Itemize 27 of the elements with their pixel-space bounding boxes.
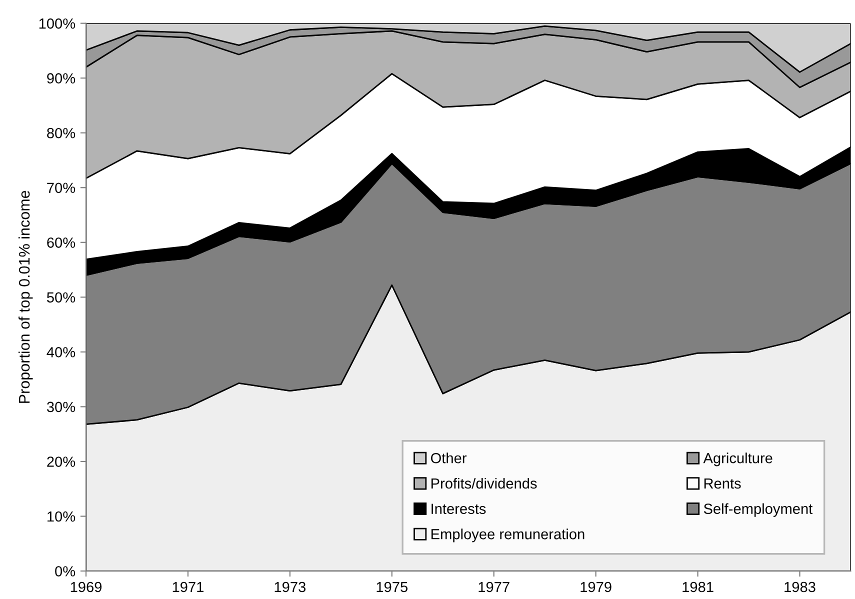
- y-tick-label: 60%: [47, 237, 76, 248]
- x-tick-label: 1973: [274, 582, 306, 592]
- x-tick-label: 1977: [478, 582, 510, 592]
- y-tick-label: 90%: [47, 73, 76, 84]
- y-tick-label: 100%: [39, 18, 76, 29]
- x-tick-label: 1971: [172, 582, 204, 592]
- y-tick-label: 30%: [46, 402, 76, 412]
- y-tick-label: 40%: [46, 347, 76, 358]
- x-tick-label: 1983: [784, 582, 816, 592]
- x-tick-label: 1975: [376, 582, 408, 592]
- x-tick-label: 1979: [580, 582, 612, 592]
- y-tick-label: 10%: [48, 511, 76, 522]
- legend-label: Employee remuneration: [431, 528, 584, 542]
- legend-label: Interests: [432, 504, 486, 514]
- legend-label: Self-employment: [704, 503, 813, 517]
- y-tick-label: 50%: [46, 292, 76, 303]
- y-tick-label: 70%: [47, 182, 76, 194]
- x-tick-label: 1969: [70, 582, 102, 592]
- legend-label: Other: [430, 452, 467, 464]
- legend-label: Agriculture: [703, 452, 772, 466]
- y-tick-label: 80%: [47, 128, 76, 138]
- y-tick-label: 20%: [47, 456, 76, 467]
- y-axis-title: Proportion of top 0.01% income: [18, 190, 33, 403]
- y-tick-label: 0%: [55, 566, 76, 576]
- x-tick-label: 1981: [682, 582, 714, 592]
- legend-label: Rents: [704, 478, 741, 489]
- legend-label: Profits/dividends: [431, 478, 537, 489]
